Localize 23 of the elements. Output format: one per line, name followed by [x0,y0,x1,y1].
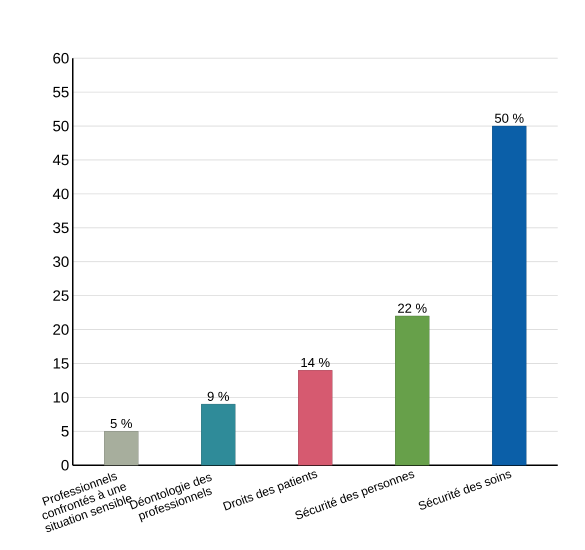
y-tick-label: 30 [53,256,69,268]
y-tick-label: 10 [54,392,69,403]
y-tick-label: 60 [53,52,69,64]
y-tick-label: 5 [61,426,69,437]
y-tick-label: 15 [54,358,69,369]
y-tick-label: 45 [52,154,69,166]
y-tick-label: 50 [53,120,69,132]
y-tick-label: 0 [61,460,69,471]
y-tick-label: 40 [52,188,69,200]
bar [201,404,236,466]
y-tick-label: 35 [53,222,69,234]
y-tick-label: 25 [53,290,69,301]
bar [298,370,332,466]
data-label: 5 % [110,418,132,428]
y-tick-label: 20 [53,324,69,335]
bar [395,316,430,466]
data-label: 9 % [208,392,229,401]
bar [492,126,526,466]
data-label: 14 % [301,358,330,368]
data-label: 22 % [398,304,427,313]
bar [104,431,138,466]
data-label: 50 % [494,114,524,123]
y-tick-label: 55 [53,86,69,98]
